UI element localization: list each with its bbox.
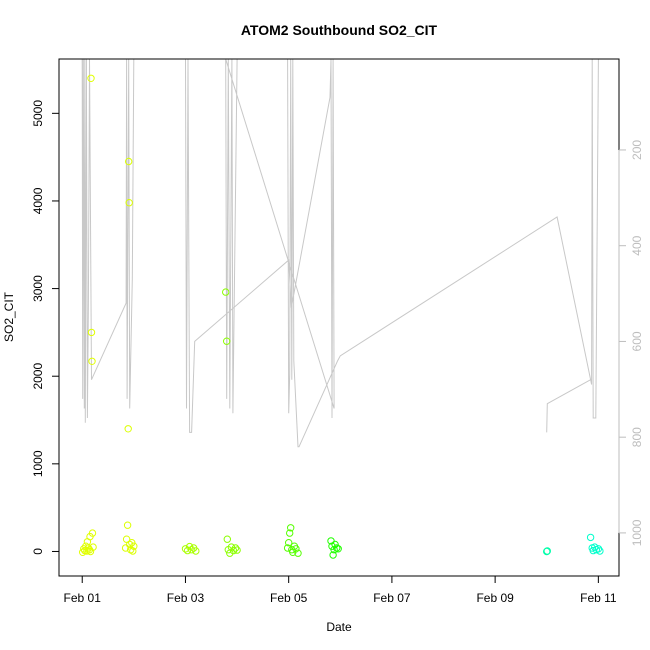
y-axis: 0 1000 2000 3000 4000 5000: [31, 100, 60, 555]
scatter-point-11: [88, 529, 97, 537]
scatter-point-43: [286, 529, 294, 537]
scatter-point-18: [124, 425, 132, 433]
y-right-tick-label-2: 600: [630, 331, 644, 351]
scatter-point-64: [594, 545, 603, 553]
y-axis-label: SO2_CIT: [2, 291, 16, 342]
y-tick-label-0: 0: [31, 548, 45, 555]
scatter-point-13: [86, 547, 95, 556]
scatter-point-19: [125, 157, 133, 166]
y-right-tick-label-1: 400: [630, 235, 644, 255]
scatter-point-9: [87, 328, 96, 337]
y-tick-label-4: 4000: [31, 187, 45, 214]
x-tick-label-5: Feb 11: [580, 591, 617, 605]
scatter-point-16: [122, 535, 131, 543]
scatter-point-42: [285, 539, 293, 547]
y-tick-label-5: 5000: [31, 100, 45, 127]
y-axis-right: 200 400 600 800 1000: [618, 140, 644, 546]
y-right-tick-label-4: 1000: [630, 519, 644, 546]
altitude-line-1: [546, 379, 591, 433]
scatter-point-58: [543, 547, 551, 555]
scatter-point-39: [231, 544, 240, 552]
scatter-point-24: [129, 547, 137, 555]
scatter-points: [79, 74, 604, 559]
scatter-point-40: [233, 546, 241, 554]
x-tick-label-2: Feb 05: [270, 591, 308, 605]
scatter-point-52: [329, 551, 337, 559]
scatter-point-65: [596, 547, 604, 555]
scatter-point-27: [183, 546, 192, 555]
scatter-point-10: [88, 357, 96, 365]
scatter-point-25: [130, 542, 138, 550]
x-tick-label-4: Feb 09: [476, 591, 514, 605]
scatter-point-32: [222, 288, 230, 296]
scatter-point-34: [223, 535, 232, 543]
x-tick-label-3: Feb 07: [373, 591, 411, 605]
y-right-tick-label-3: 800: [630, 427, 644, 447]
scatter-point-48: [292, 545, 300, 553]
scatter-point-31: [192, 547, 200, 555]
scatter-point-8: [87, 74, 95, 83]
scatter-point-17: [123, 521, 132, 529]
x-axis: Feb 01 Feb 03 Feb 05 Feb 07 Feb 09 Feb 11: [64, 575, 617, 605]
scatter-point-21: [126, 540, 134, 549]
y-right-tick-label-0: 200: [630, 140, 644, 160]
y-tick-label-1: 1000: [31, 450, 45, 477]
scatter-point-41: [283, 544, 292, 552]
scatter-point-44: [287, 524, 295, 532]
scatter-point-14: [79, 548, 87, 556]
x-tick-label-1: Feb 03: [167, 591, 205, 605]
scatter-point-29: [187, 546, 196, 554]
x-axis-label: Date: [326, 620, 352, 634]
scatter-point-59: [586, 533, 595, 542]
scatter-point-50: [327, 537, 335, 545]
scatter-point-33: [223, 337, 231, 345]
chart-title: ATOM2 Southbound SO2_CIT: [241, 22, 438, 38]
x-tick-label-0: Feb 01: [64, 591, 102, 605]
y-tick-label-3: 3000: [31, 275, 45, 302]
scatter-point-56: [334, 545, 342, 553]
y-tick-label-2: 2000: [31, 363, 45, 390]
scatter-point-49: [294, 549, 302, 557]
scatter-point-20: [125, 199, 133, 207]
